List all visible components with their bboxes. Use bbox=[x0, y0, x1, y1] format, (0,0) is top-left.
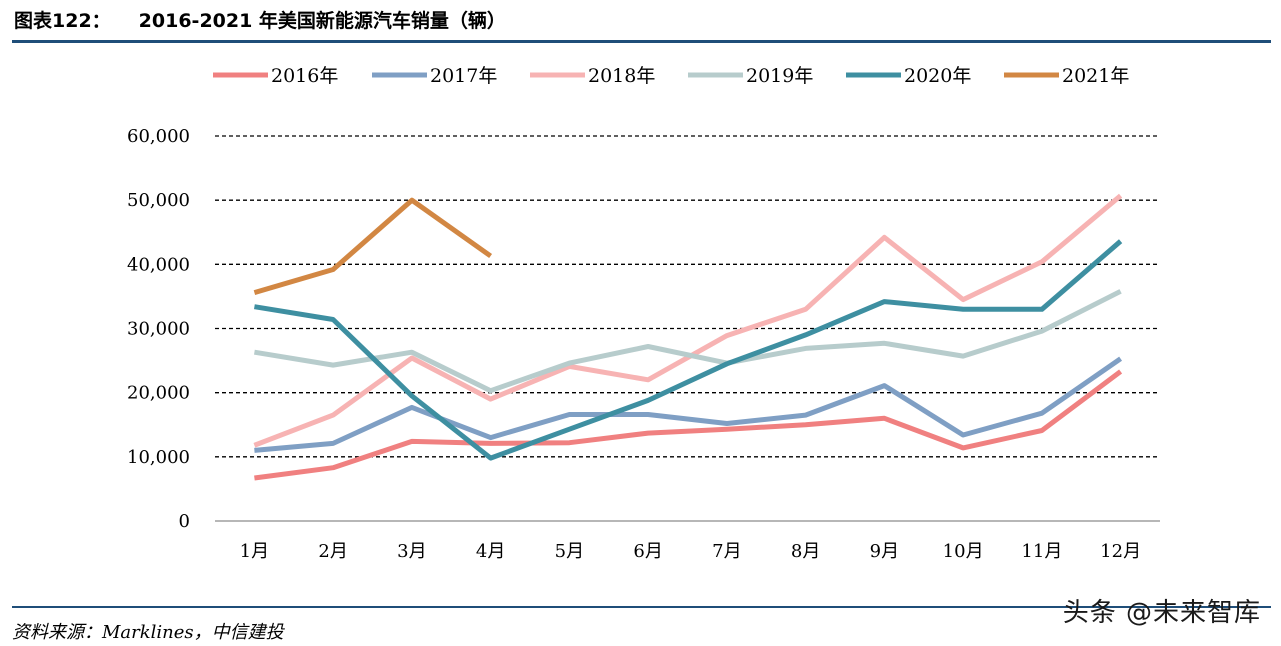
chart-series bbox=[253, 193, 1123, 481]
series-line-2021年 bbox=[253, 197, 493, 295]
x-axis: 1月 2月 3月 4月 5月 6月 7月 8月 9月 10月 11月 12月 bbox=[215, 520, 1160, 562]
legend-label: 2018年 bbox=[588, 65, 655, 87]
line-chart: 2016年 2017年 2018年 2019年 2020年 2021年 0 10,000 20… bbox=[127, 65, 1160, 562]
top-rule bbox=[12, 40, 1271, 43]
x-tick-label: 8月 bbox=[791, 541, 820, 562]
legend-label: 2020年 bbox=[904, 65, 971, 87]
y-tick-label: 50,000 bbox=[127, 190, 190, 211]
legend-label: 2019年 bbox=[746, 65, 813, 87]
y-tick-label: 60,000 bbox=[127, 126, 190, 147]
x-tick-label: 2月 bbox=[318, 541, 347, 562]
source-note: 资料来源：Marklines，中信建投 bbox=[12, 622, 284, 643]
legend-label: 2016年 bbox=[271, 65, 338, 87]
y-tick-label: 10,000 bbox=[127, 447, 190, 468]
x-tick-label: 7月 bbox=[712, 541, 741, 562]
figure-title: 2016-2021 年美国新能源汽车销量（辆） bbox=[138, 9, 506, 32]
x-tick-label: 3月 bbox=[397, 541, 426, 562]
x-tick-label: 6月 bbox=[633, 541, 662, 562]
y-axis-ticks: 0 10,000 20,000 30,000 40,000 50,000 60,000 bbox=[127, 126, 190, 532]
chart-gridlines bbox=[215, 135, 1160, 458]
y-tick-label: 0 bbox=[179, 511, 190, 532]
series-line-2016年 bbox=[254, 369, 1123, 481]
legend-label: 2021年 bbox=[1062, 65, 1129, 87]
x-tick-label: 4月 bbox=[476, 541, 505, 562]
figure-title-row: 图表122： 2016-2021 年美国新能源汽车销量（辆） bbox=[14, 4, 506, 34]
series-line-2018年 bbox=[253, 193, 1123, 448]
chart-legend: 2016年 2017年 2018年 2019年 2020年 2021年 bbox=[213, 65, 1129, 87]
series-line-2020年 bbox=[253, 239, 1123, 461]
series-line-2019年 bbox=[253, 289, 1122, 394]
figure-label: 图表122： bbox=[14, 9, 111, 32]
y-tick-label: 20,000 bbox=[127, 383, 190, 404]
watermark: 头条 @未来智库 bbox=[1062, 598, 1261, 628]
x-tick-label: 11月 bbox=[1021, 541, 1062, 562]
series-line-2017年 bbox=[254, 356, 1123, 453]
x-tick-label: 1月 bbox=[240, 541, 269, 562]
y-tick-label: 30,000 bbox=[127, 319, 190, 340]
x-tick-label: 5月 bbox=[555, 541, 584, 562]
x-tick-label: 12月 bbox=[1100, 541, 1141, 562]
y-tick-label: 40,000 bbox=[127, 254, 190, 275]
x-tick-label: 10月 bbox=[943, 541, 984, 562]
legend-label: 2017年 bbox=[430, 65, 497, 87]
bottom-rule bbox=[12, 606, 1271, 608]
x-tick-label: 9月 bbox=[870, 541, 899, 562]
